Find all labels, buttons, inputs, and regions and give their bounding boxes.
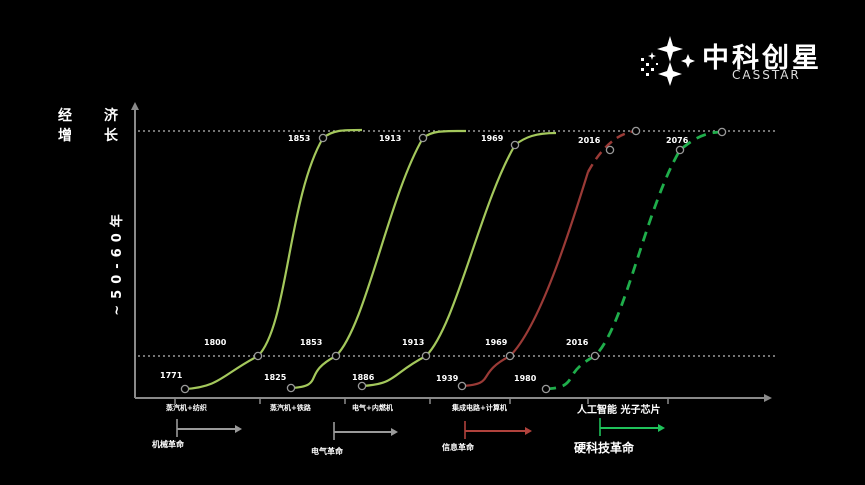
y-period-label: ~50-60年 — [109, 208, 125, 315]
start-year-label: 1771 — [160, 371, 183, 380]
start-year-label: 1825 — [264, 373, 287, 382]
y-label-char: 经 — [58, 108, 72, 124]
revolution-arrow-head — [391, 428, 398, 436]
top-year-label: 1969 — [481, 134, 504, 143]
series-line-dashed — [586, 129, 637, 173]
series-point — [717, 127, 727, 137]
series-point — [505, 351, 515, 361]
top-year-label: 2076 — [666, 136, 689, 145]
top-year-label: 2016 — [578, 136, 601, 145]
revolution-arrow-head — [658, 424, 665, 432]
y-axis-arrow — [131, 102, 139, 110]
series-line — [361, 131, 557, 388]
revolution-label: 机械革命 — [152, 439, 185, 449]
y-label-char: 济 — [104, 108, 118, 124]
series-point — [541, 384, 551, 394]
y-label-right-col: 济 长 — [104, 106, 118, 146]
series-point — [605, 145, 615, 155]
start-year-label: 1886 — [352, 373, 375, 382]
series-point — [180, 384, 190, 394]
series-line — [290, 129, 467, 390]
series-point — [510, 140, 520, 150]
series-point — [421, 351, 431, 361]
mid-year-label: 1969 — [485, 338, 508, 347]
mid-year-label: 2016 — [566, 338, 589, 347]
start-year-label: 1939 — [436, 374, 459, 383]
series-line — [545, 130, 723, 391]
mid-year-label: 1853 — [300, 338, 322, 347]
x-tick-label: 蒸汽机+铁路 — [270, 403, 312, 412]
top-year-label: 1913 — [379, 134, 401, 143]
series-point — [286, 383, 296, 393]
revolution-arrow-head — [525, 427, 532, 435]
y-label-char: 增 — [58, 128, 72, 144]
revolution-label: 电气革命 — [311, 446, 344, 456]
series-point — [318, 133, 328, 143]
x-tick-label: 电气+内燃机 — [352, 403, 393, 412]
x-axis-arrow — [764, 394, 772, 402]
x-tick-label: 人工智能 光子芯片 — [577, 403, 660, 416]
mid-year-label: 1800 — [204, 338, 227, 347]
series-point — [675, 145, 685, 155]
series-point — [331, 351, 341, 361]
y-label-char: 长 — [104, 128, 118, 144]
logo-star-icon — [641, 36, 695, 86]
casstar-logo: 中科创星 CASSTAR — [636, 34, 836, 86]
series-point — [590, 351, 600, 361]
series-point — [418, 133, 428, 143]
x-tick-label: 集成电路+计算机 — [451, 403, 507, 412]
series-point — [631, 126, 641, 136]
series-line-solid — [461, 171, 590, 388]
revolution-arrow-head — [235, 425, 242, 433]
mid-year-label: 1913 — [402, 338, 424, 347]
revolution-label: 硬科技革命 — [574, 440, 635, 455]
y-label-left-col: 经 增 — [58, 106, 72, 146]
series-line — [184, 128, 363, 391]
x-tick-label: 蒸汽机+纺织 — [166, 403, 207, 412]
series-point — [357, 381, 367, 391]
top-year-label: 1853 — [288, 134, 310, 143]
series-point — [457, 381, 467, 391]
logo-chinese-name: 中科创星 — [702, 43, 822, 74]
logo-english-name: CASSTAR — [732, 68, 801, 82]
start-year-label: 1980 — [514, 374, 537, 383]
series-point — [253, 351, 263, 361]
revolution-label: 信息革命 — [442, 442, 475, 452]
